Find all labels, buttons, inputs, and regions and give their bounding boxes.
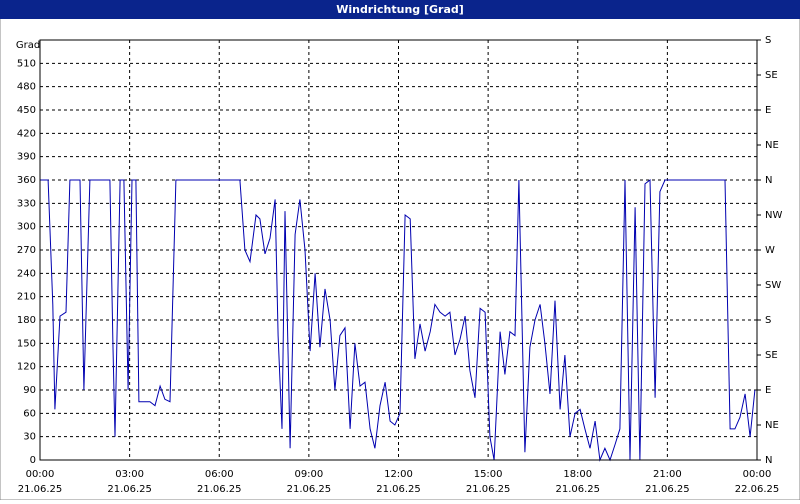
y2-tick-label: SE — [765, 70, 778, 81]
x-tick-label: 12:00 — [384, 469, 413, 480]
y2-tick-label: SW — [765, 280, 781, 291]
x-tick-date: 21.06.25 — [376, 484, 421, 495]
x-tick-date: 22.06.25 — [735, 484, 780, 495]
y2-tick-label: NE — [765, 420, 779, 431]
y-tick-label: 0 — [30, 455, 36, 466]
y2-tick-label: E — [765, 105, 771, 116]
y-tick-label: 390 — [17, 152, 36, 163]
y2-tick-label: E — [765, 385, 771, 396]
y2-tick-label: SE — [765, 350, 778, 361]
y-tick-label: 480 — [17, 82, 36, 93]
y-tick-label: 180 — [17, 315, 36, 326]
y-tick-label: 240 — [17, 268, 36, 279]
y-tick-label: 330 — [17, 198, 36, 209]
x-tick-label: 15:00 — [474, 469, 503, 480]
y2-tick-label: NW — [765, 210, 782, 221]
chart-title: Windrichtung [Grad] — [336, 3, 464, 16]
x-tick-date: 21.06.25 — [18, 484, 63, 495]
x-tick-date: 21.06.25 — [645, 484, 690, 495]
x-tick-label: 18:00 — [563, 469, 592, 480]
y-tick-label: 420 — [17, 128, 36, 139]
y-tick-label: 450 — [17, 105, 36, 116]
y2-tick-label: S — [765, 315, 771, 326]
y2-tick-label: N — [765, 175, 772, 186]
x-tick-date: 21.06.25 — [466, 484, 511, 495]
y-tick-label: 510 — [17, 58, 36, 69]
y-tick-label: 90 — [23, 385, 36, 396]
y-tick-label: 120 — [17, 362, 36, 373]
y2-tick-label: W — [765, 245, 775, 256]
x-tick-label: 09:00 — [294, 469, 323, 480]
y-tick-label: 270 — [17, 245, 36, 256]
x-tick-date: 21.06.25 — [555, 484, 600, 495]
x-tick-date: 21.06.25 — [107, 484, 152, 495]
y-axis-label: Grad — [16, 40, 40, 51]
y-tick-label: 210 — [17, 292, 36, 303]
y-tick-label: 60 — [23, 408, 36, 419]
title-bar — [0, 0, 800, 19]
x-tick-label: 00:00 — [743, 469, 772, 480]
x-tick-label: 03:00 — [115, 469, 144, 480]
x-tick-label: 21:00 — [653, 469, 682, 480]
y-tick-label: 300 — [17, 222, 36, 233]
x-tick-date: 21.06.25 — [287, 484, 332, 495]
x-tick-label: 06:00 — [205, 469, 234, 480]
y2-tick-label: S — [765, 35, 771, 46]
y-tick-label: 360 — [17, 175, 36, 186]
y-tick-label: 150 — [17, 338, 36, 349]
y-tick-label: 30 — [23, 432, 36, 443]
x-tick-label: 00:00 — [26, 469, 55, 480]
x-tick-date: 21.06.25 — [197, 484, 242, 495]
data-line — [40, 178, 756, 462]
y2-tick-label: NE — [765, 140, 779, 151]
plot-area: 0 30 60 90 120 150 180 210 240 270 300 330 360 390 420… — [17, 35, 783, 495]
plot-frame — [39, 39, 758, 461]
y2-tick-label: N — [765, 455, 772, 466]
